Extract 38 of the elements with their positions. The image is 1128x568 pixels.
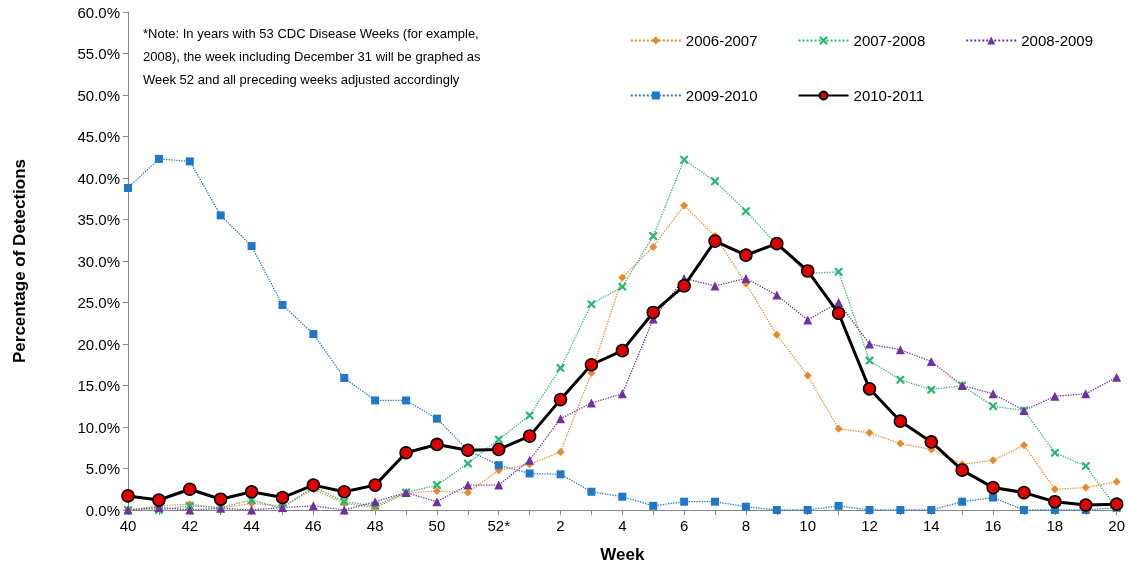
x-tick-label: 48 xyxy=(366,517,384,534)
legend-label: 2008-2009 xyxy=(1021,32,1093,49)
x-tick-label: 16 xyxy=(984,517,1002,534)
y-tick-label: 10.0% xyxy=(77,418,120,436)
legend-label: 2010-2011 xyxy=(853,87,925,104)
x-tick-label: 20 xyxy=(1108,517,1125,534)
y-tick-label: 0.0% xyxy=(85,501,120,519)
x-tick-label: 44 xyxy=(243,517,260,534)
x-tick-label: 12 xyxy=(861,517,878,534)
x-tick-label: 2 xyxy=(556,517,565,534)
y-tick-label: 60.0% xyxy=(77,3,120,21)
x-tick-label: 14 xyxy=(922,517,940,534)
x-tick-label: 8 xyxy=(741,517,751,534)
legend-label: 2009-2010 xyxy=(685,87,758,104)
x-tick-label: 6 xyxy=(679,517,689,534)
legend-label: 2006-2007 xyxy=(685,32,758,49)
y-tick-label: 45.0% xyxy=(77,128,120,145)
y-tick-label: 25.0% xyxy=(77,294,120,311)
x-tick-label: 18 xyxy=(1046,517,1064,534)
annotation: *Note: In years with 53 CDC Disease Weeks (for example, 2008), the week including December 31 will be graphed as Week 52 and all preceding weeks adjusted accordingly xyxy=(143,26,485,87)
y-tick-label: 30.0% xyxy=(77,252,120,270)
x-tick-label: 50 xyxy=(428,517,446,534)
y-axis-title: Percentage of Detections xyxy=(10,158,29,364)
y-tick-label: 50.0% xyxy=(77,86,120,104)
y-tick-label: 20.0% xyxy=(77,335,120,353)
x-tick-label: 4 xyxy=(618,517,627,534)
y-tick-label: 40.0% xyxy=(77,169,120,187)
legend-label: 2007-2008 xyxy=(853,32,926,49)
y-tick-label: 15.0% xyxy=(77,377,120,394)
x-tick-label: 42 xyxy=(181,517,199,534)
x-tick-label: 40 xyxy=(119,517,137,534)
x-tick-label: 10 xyxy=(799,517,817,534)
y-tick-label: 35.0% xyxy=(77,211,120,228)
x-tick-label: 46 xyxy=(305,517,322,534)
y-tick-label: 55.0% xyxy=(77,45,120,62)
x-tick-label: 52* xyxy=(487,517,511,534)
y-tick-label: 5.0% xyxy=(85,460,120,477)
x-axis-title: Week xyxy=(600,545,645,564)
